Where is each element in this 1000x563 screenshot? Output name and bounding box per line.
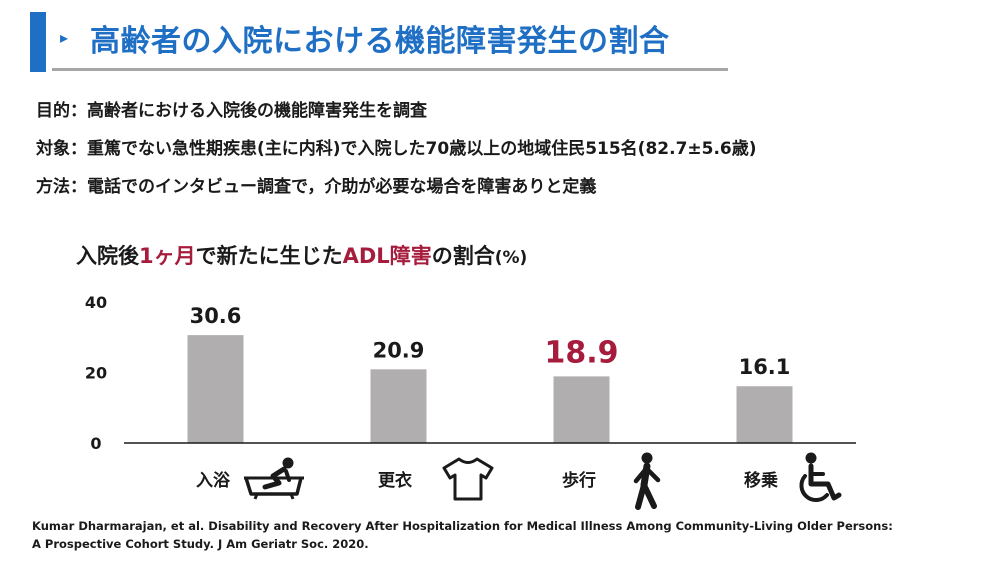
info-subjects-sep: ： [70,139,87,159]
chart-title: 入院後1ヶ月で新たに生じたADL障害の割合(%) [76,240,527,270]
citation: Kumar Dharmarajan, et al. Disability and… [32,517,893,553]
info-purpose-sep: ： [70,101,87,121]
info-method: 方法：電話でのインタビュー調査で，介助が必要な場合を障害ありと定義 [36,172,596,197]
category-label-transfer: 移乗 [744,471,778,491]
category-label-walking: 歩行 [562,471,596,491]
header-divider [52,68,728,71]
wheelchair-icon [799,452,842,503]
chart-title-highlight-adl: ADL障害 [342,244,432,268]
info-purpose-label: 目的 [36,101,70,121]
chart-title-part5: の割合 [431,244,495,268]
chart-title-part3: で新たに生じた [195,244,343,268]
info-purpose: 目的：高齢者における入院後の機能障害発生を調査 [36,96,427,121]
bath-icon [244,457,304,500]
category-label-bathing: 入浴 [196,471,230,491]
bar [553,376,610,443]
bar-value-label: 16.1 [739,355,791,379]
chart-title-part1: 入院後 [76,244,139,268]
info-method-sep: ： [70,177,87,197]
citation-line-1: Kumar Dharmarajan, et al. Disability and… [32,519,893,533]
bar-value-label: 18.9 [544,335,618,370]
bar-value-label: 30.6 [190,304,242,328]
bar [736,386,793,443]
info-purpose-text: 高齢者における入院後の機能障害発生を調査 [87,101,427,121]
page-title: 高齢者の入院における機能障害発生の割合 [90,24,670,59]
walking-person-icon [633,452,661,510]
y-tick-label: 0 [90,434,101,453]
header-accent-bar [30,12,46,72]
bar-value-label: 20.9 [373,338,425,362]
info-subjects: 対象：重篤でない急性期疾患(主に内科)で入院した70歳以上の地域住民515名(8… [36,134,757,159]
y-tick-label: 40 [85,293,107,312]
chart-title-unit: (%) [494,248,528,268]
chart-title-highlight-period: 1ヶ月 [139,244,196,268]
info-subjects-label: 対象 [36,139,70,159]
info-method-label: 方法 [36,177,70,197]
info-method-text: 電話でのインタビュー調査で，介助が必要な場合を障害ありと定義 [87,177,597,197]
citation-line-2: A Prospective Cohort Study. J Am Geriatr… [32,537,369,551]
shirt-icon [442,457,494,501]
y-tick-label: 20 [85,364,107,383]
header-arrow-icon: ▸ [60,28,69,47]
bar [370,369,427,443]
category-label-dressing: 更衣 [378,471,412,491]
info-subjects-text: 重篤でない急性期疾患(主に内科)で入院した70歳以上の地域住民515名(82.7… [87,139,757,159]
bar [187,335,244,443]
